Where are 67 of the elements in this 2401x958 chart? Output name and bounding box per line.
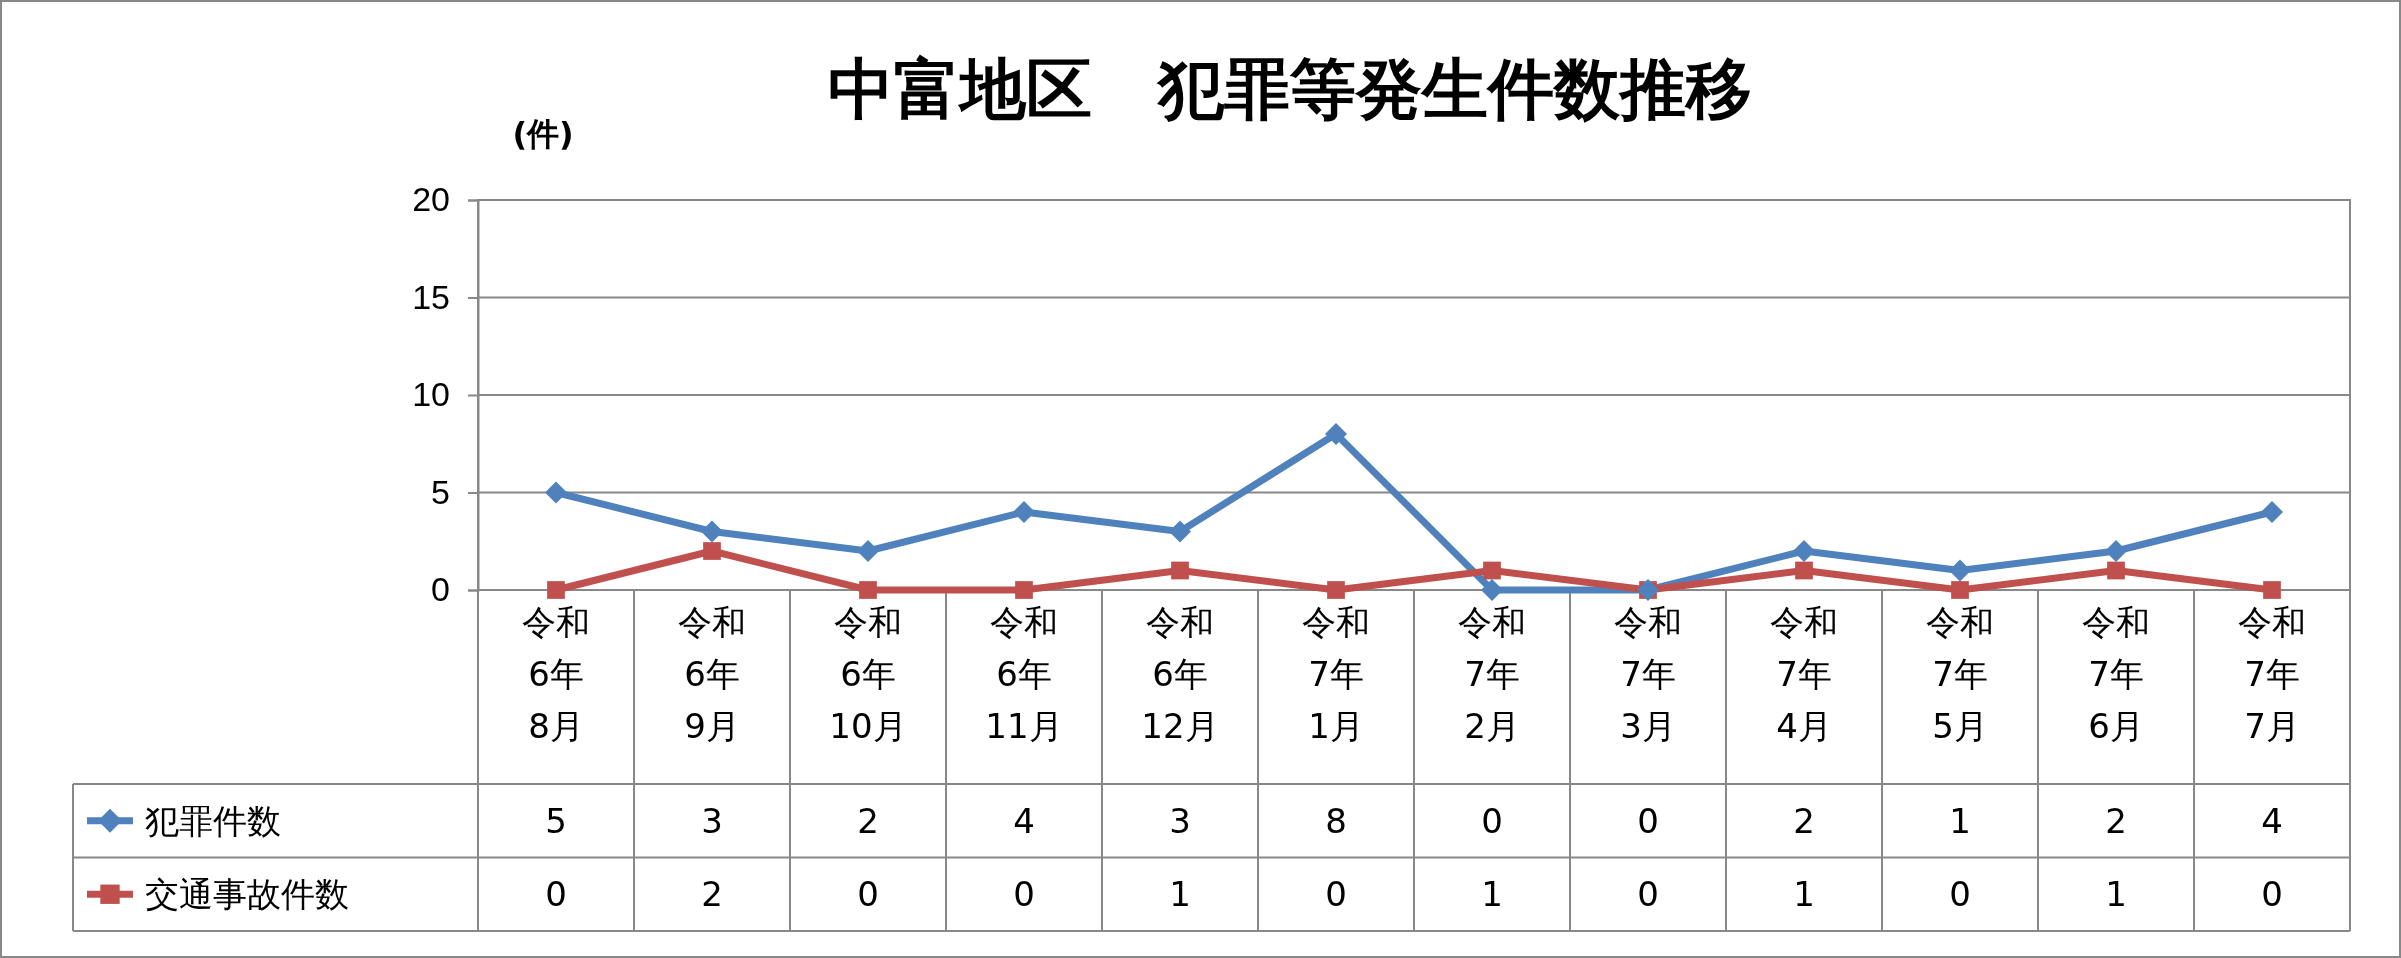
x-tick-label: 令和6年11月 (985, 602, 1063, 746)
x-tick-label: 令和7年2月 (1458, 602, 1526, 746)
data-label: 8 (1325, 800, 1347, 841)
point (2105, 540, 2127, 562)
point (2263, 581, 2281, 599)
data-label: 0 (1949, 874, 1971, 915)
point (1013, 501, 1035, 523)
data-label: 1 (1793, 874, 1815, 915)
data-label: 0 (1013, 874, 1035, 915)
data-label: 0 (2261, 874, 2283, 915)
y-tick-label: 15 (412, 277, 450, 316)
data-label: 1 (1481, 874, 1503, 915)
y-tick-label: 20 (412, 180, 450, 219)
y-tick-label: 10 (412, 375, 450, 414)
point (1015, 581, 1033, 599)
data-label: 2 (2105, 800, 2127, 841)
legend-label: 交通事故件数 (145, 874, 349, 915)
chart-title: 中富地区 犯罪等発生件数推移 (828, 51, 1752, 128)
data-label: 1 (1169, 874, 1191, 915)
point (2261, 501, 2283, 523)
point (1951, 581, 1969, 599)
point (701, 520, 723, 543)
data-label: 0 (857, 874, 879, 915)
y-tick-label: 0 (431, 570, 450, 609)
point (1793, 540, 1815, 562)
point (2107, 561, 2125, 580)
x-tick-label: 令和6年9月 (678, 602, 746, 746)
x-tick-label: 令和7年7月 (2238, 602, 2306, 746)
point (547, 581, 565, 599)
data-label: 0 (1481, 800, 1503, 841)
data-label: 3 (701, 800, 723, 841)
x-tick-label: 令和7年3月 (1614, 602, 1682, 746)
data-label: 0 (1637, 800, 1659, 841)
x-tick-label: 令和7年6月 (2082, 602, 2150, 746)
data-label: 1 (1949, 800, 1971, 841)
data-label: 2 (701, 874, 723, 915)
point (857, 540, 879, 562)
y-tick-label: 5 (431, 472, 450, 511)
x-tick-label: 令和6年8月 (522, 602, 590, 746)
point (1171, 561, 1189, 580)
y-axis-title: (件) (512, 115, 574, 153)
point (859, 581, 877, 599)
point (1483, 561, 1501, 580)
data-label: 2 (857, 800, 879, 841)
x-tick-label: 令和7年4月 (1770, 602, 1838, 746)
point (1481, 579, 1503, 601)
point (545, 481, 567, 504)
x-tick-label: 令和6年10月 (829, 602, 907, 746)
x-tick-label: 令和7年1月 (1302, 602, 1370, 746)
data-label: 0 (1637, 874, 1659, 915)
x-tick-label: 令和6年12月 (1141, 602, 1219, 746)
point (703, 542, 721, 560)
point (1949, 559, 1971, 582)
data-label: 1 (2105, 874, 2127, 915)
x-tick-label: 令和7年5月 (1926, 602, 1994, 746)
data-label: 2 (1793, 800, 1815, 841)
data-label: 0 (545, 874, 567, 915)
point (1795, 561, 1813, 580)
point (1169, 520, 1191, 543)
point (1327, 581, 1345, 599)
data-label: 0 (1325, 874, 1347, 915)
point (1325, 423, 1347, 445)
legend-label: 犯罪件数 (145, 800, 281, 841)
data-label: 4 (1013, 800, 1035, 841)
data-label: 4 (2261, 800, 2283, 841)
data-label: 3 (1169, 800, 1191, 841)
data-label: 5 (545, 800, 567, 841)
